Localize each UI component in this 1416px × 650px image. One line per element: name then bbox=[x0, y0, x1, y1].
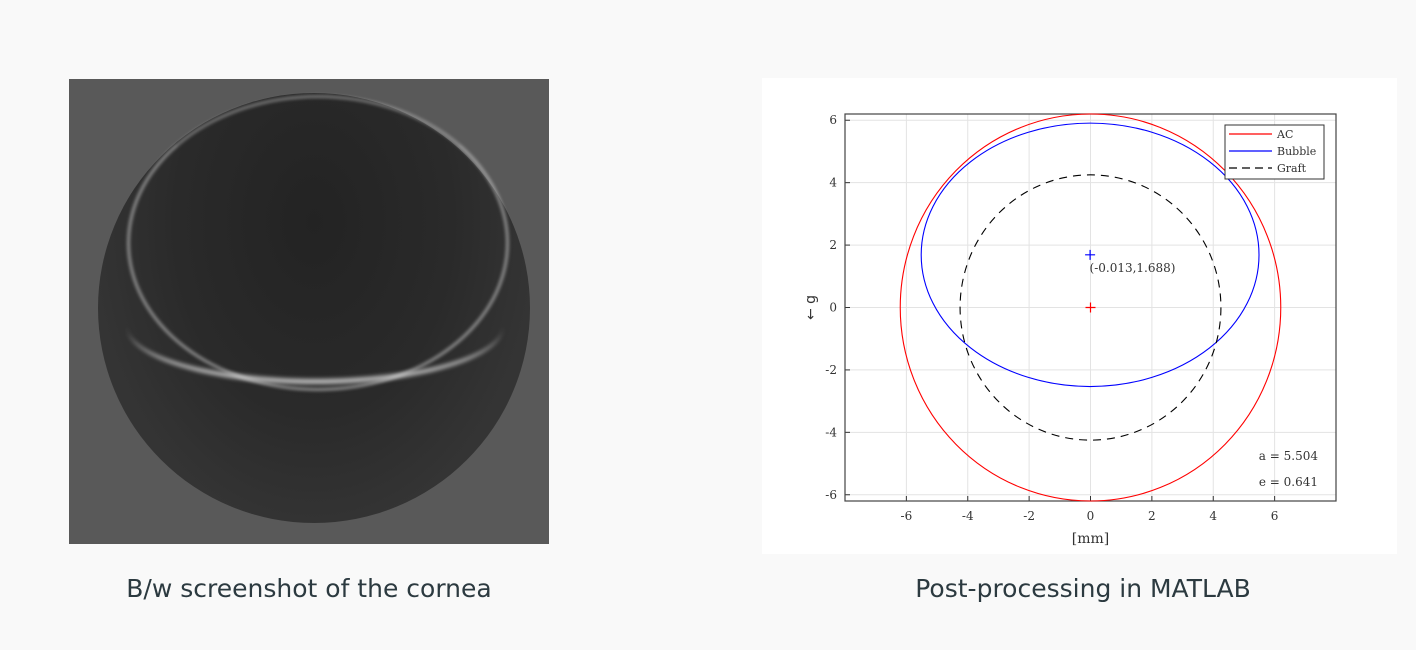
y-axis-label: ← g bbox=[803, 295, 819, 320]
legend-label: Bubble bbox=[1277, 145, 1316, 158]
series-graft bbox=[959, 174, 1222, 441]
cornea-photo bbox=[69, 79, 549, 544]
x-axis-label: [mm] bbox=[1072, 531, 1109, 547]
legend-label: AC bbox=[1276, 128, 1293, 141]
cornea-rim-highlight bbox=[127, 95, 509, 391]
y-tick-label: -6 bbox=[825, 488, 837, 502]
y-tick-label: -4 bbox=[825, 425, 837, 439]
y-tick-label: 0 bbox=[829, 301, 837, 315]
y-tick-label: -2 bbox=[825, 363, 837, 377]
left-caption: B/w screenshot of the cornea bbox=[126, 574, 492, 603]
a-value-label: a = 5.504 bbox=[1259, 449, 1319, 463]
x-tick-label: 2 bbox=[1148, 509, 1156, 523]
center-label: (-0.013,1.688) bbox=[1090, 261, 1176, 275]
x-tick-label: 6 bbox=[1271, 509, 1279, 523]
cornea-band-highlight bbox=[127, 269, 503, 384]
y-tick-label: 6 bbox=[829, 113, 837, 127]
right-caption: Post-processing in MATLAB bbox=[915, 574, 1251, 603]
matlab-plot-panel: -6 -4 -2 0 2 4 6 -6 -4 -2 0 2 4 6 (-0.013,1.688) a = 5.… bbox=[762, 78, 1397, 554]
series-ac bbox=[899, 113, 1282, 502]
matlab-chart: -6 -4 -2 0 2 4 6 -6 -4 -2 0 2 4 6 (-0.013,1.688) a = 5.… bbox=[803, 113, 1337, 547]
y-tick-label: 2 bbox=[829, 238, 837, 252]
x-tick-label: -6 bbox=[901, 509, 913, 523]
e-value-label: e = 0.641 bbox=[1259, 475, 1318, 489]
center-marker bbox=[1085, 249, 1096, 260]
x-tick-label: 0 bbox=[1087, 509, 1095, 523]
y-tick-label: 4 bbox=[829, 176, 837, 190]
legend-label: Graft bbox=[1277, 162, 1307, 175]
x-tick-label: -2 bbox=[1023, 509, 1035, 523]
series-bubble bbox=[920, 122, 1260, 388]
x-tick-label: -4 bbox=[962, 509, 974, 523]
x-tick-label: 4 bbox=[1209, 509, 1217, 523]
center-marker bbox=[1085, 302, 1096, 313]
